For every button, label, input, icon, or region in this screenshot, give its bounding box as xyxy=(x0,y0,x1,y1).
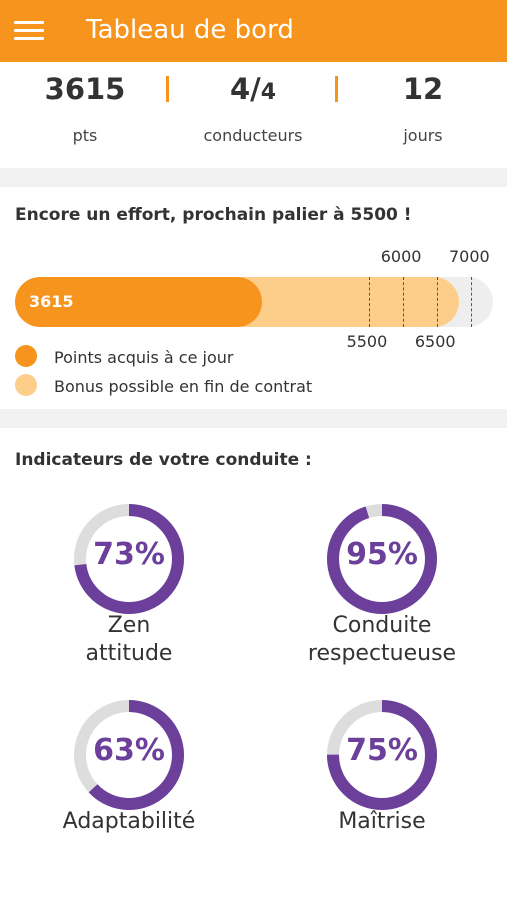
gauge-label: Conduite respectueuse xyxy=(307,613,457,666)
points-bar-fill: 3615 xyxy=(15,277,262,327)
milestone-tick xyxy=(368,277,370,327)
gauge-arc xyxy=(74,700,184,810)
stat-drivers-label: conducteurs xyxy=(203,126,303,145)
legend-bonus-label: Bonus possible en fin de contrat xyxy=(54,377,313,396)
gauge-ring xyxy=(74,700,184,810)
page-title: Tableau de bord xyxy=(86,15,294,45)
indicators-card: Indicateurs de votre conduite : 73% Zen … xyxy=(0,428,507,900)
milestone-label: 7000 xyxy=(449,247,490,266)
gauge-conduite-respectueuse: 95% xyxy=(327,504,437,614)
stat-points-value: 3615 xyxy=(44,72,126,106)
gauge-ring xyxy=(327,504,437,614)
milestone-label: 5500 xyxy=(346,332,388,351)
points-bar-value: 3615 xyxy=(29,292,74,311)
legend-points-label: Points acquis à ce jour xyxy=(54,348,234,367)
progress-card: Encore un effort, prochain palier à 5500… xyxy=(0,187,507,409)
milestone-tick xyxy=(402,277,404,327)
stat-days-label: jours xyxy=(403,126,443,145)
gauge-label: Zen attitude xyxy=(85,613,173,666)
app-bar: Tableau de bord xyxy=(0,0,507,62)
stat-separator xyxy=(166,76,169,102)
gauge-arc xyxy=(74,504,184,614)
stat-days-value: 12 xyxy=(402,72,444,106)
hamburger-menu-icon[interactable] xyxy=(14,18,46,44)
progress-title: Encore un effort, prochain palier à 5500… xyxy=(15,205,412,225)
gauge-arc xyxy=(327,700,437,810)
gauge-label: Adaptabilité xyxy=(62,809,196,834)
milestone-label: 6500 xyxy=(414,332,456,351)
indicators-title: Indicateurs de votre conduite : xyxy=(15,450,312,470)
gauge-maitrise: 75% xyxy=(327,700,437,810)
stat-points-label: pts xyxy=(72,126,98,145)
gauge-percent: 95% xyxy=(346,537,418,572)
gauge-ring xyxy=(74,504,184,614)
gauge-zen-attitude: 73% xyxy=(74,504,184,614)
milestone-tick xyxy=(436,277,438,327)
stat-drivers-value: 4/4 xyxy=(229,72,277,106)
gauge-adaptabilite: 63% xyxy=(74,700,184,810)
gauge-percent: 63% xyxy=(93,733,165,768)
stat-separator xyxy=(335,76,338,102)
gauge-label: Maîtrise xyxy=(338,809,426,834)
milestone-tick xyxy=(471,277,472,327)
gauge-percent: 73% xyxy=(93,537,165,572)
points-progress-bar: 3615 xyxy=(15,277,493,327)
legend-bonus-dot xyxy=(15,374,37,396)
gauge-ring xyxy=(327,700,437,810)
gauge-percent: 75% xyxy=(346,733,418,768)
milestone-label: 6000 xyxy=(380,247,422,266)
legend-points-dot xyxy=(15,345,37,367)
stats-card: 3615 pts 4/4 conducteurs 12 jours xyxy=(0,62,507,168)
gauge-arc xyxy=(327,504,437,614)
